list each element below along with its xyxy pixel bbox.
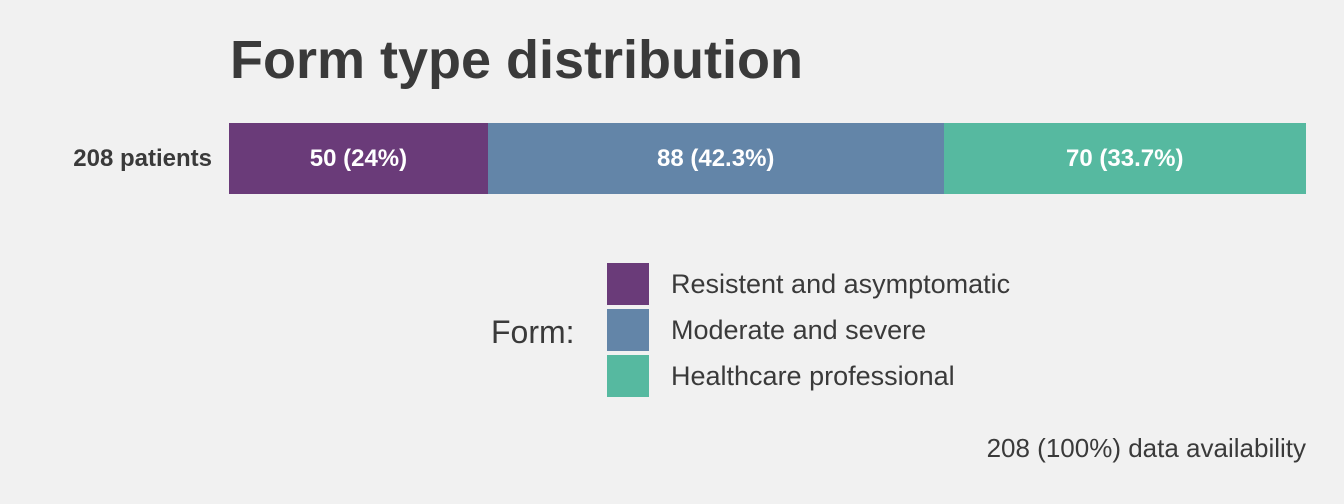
bar-segment-label: 88 (42.3%) — [657, 144, 775, 172]
bar-row-label: 208 patients — [73, 145, 212, 172]
bar-segment: 70 (33.7%) — [943, 123, 1306, 194]
stacked-bar: 50 (24%) 88 (42.3%) 70 (33.7%) — [229, 123, 1306, 194]
legend-swatch — [607, 355, 649, 397]
legend-label: Healthcare professional — [671, 360, 955, 391]
data-availability-caption: 208 (100%) data availability — [986, 433, 1306, 463]
bar-segment-label: 70 (33.7%) — [1066, 144, 1184, 172]
legend-item: Resistent and asymptomatic — [607, 262, 1010, 306]
legend-label: Moderate and severe — [671, 314, 927, 345]
legend-swatch — [607, 309, 649, 351]
legend-swatch — [607, 263, 649, 305]
legend-title: Form: — [491, 314, 575, 350]
chart-title: Form type distribution — [230, 30, 803, 90]
bar-segment-label: 50 (24%) — [309, 144, 408, 172]
legend-label: Resistent and asymptomatic — [671, 268, 1011, 299]
bar-segment: 50 (24%) — [229, 123, 488, 194]
legend-item: Healthcare professional — [607, 354, 955, 398]
legend-item: Moderate and severe — [607, 308, 926, 352]
bar-segment: 88 (42.3%) — [487, 123, 944, 194]
